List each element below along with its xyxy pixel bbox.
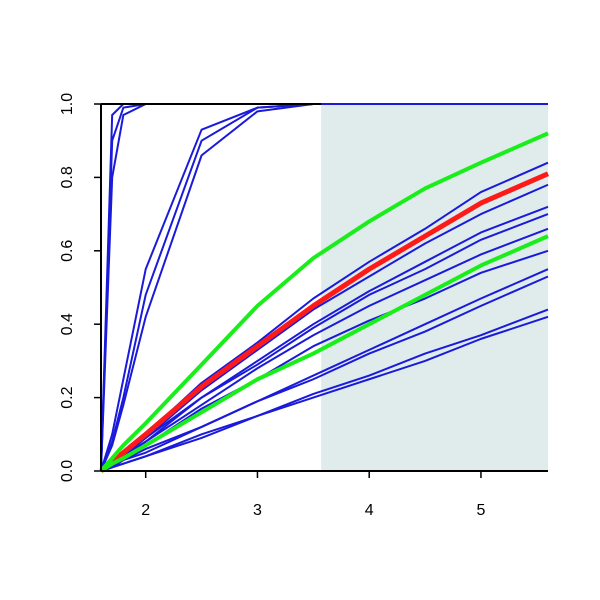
- y-tick-label: 0.8: [59, 166, 76, 188]
- curve: [100, 103, 548, 472]
- curve: [99, 234, 549, 473]
- curve: [100, 275, 549, 472]
- x-tick-label: 5: [476, 502, 485, 519]
- x-tick-label: 3: [253, 502, 262, 519]
- y-tick-label: 0.0: [59, 460, 76, 482]
- x-tick-label: 4: [365, 502, 374, 519]
- y-tick-label: 0.4: [59, 313, 76, 335]
- y-tick-label: 1.0: [59, 93, 76, 115]
- y-tick-label: 0.2: [59, 386, 76, 408]
- curve: [99, 131, 549, 473]
- curve: [100, 315, 549, 472]
- x-tick-label: 2: [141, 502, 150, 519]
- shaded-region: [321, 104, 548, 471]
- y-tick-label: 0.6: [59, 240, 76, 262]
- curve: [99, 171, 550, 473]
